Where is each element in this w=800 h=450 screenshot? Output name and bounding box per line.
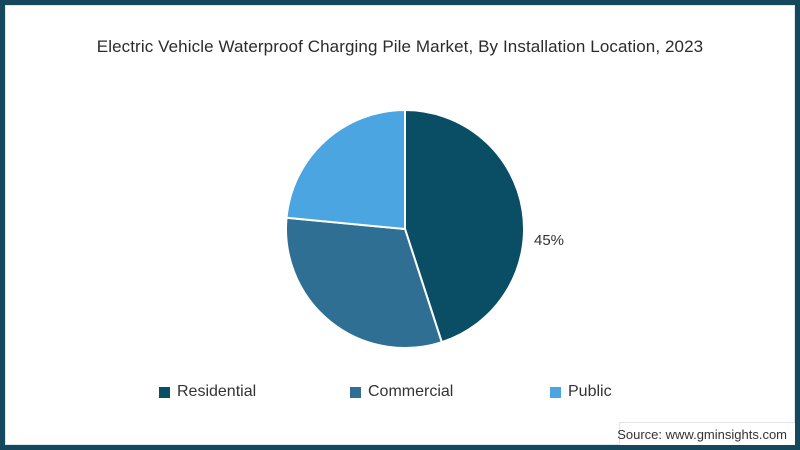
pie-chart <box>285 109 526 349</box>
legend-swatch-public-icon <box>550 386 561 398</box>
legend: Residential Commercial Public <box>5 382 795 402</box>
pie-slice-commercial <box>285 216 443 349</box>
legend-item-residential: Residential <box>159 382 256 402</box>
legend-label-commercial: Commercial <box>368 383 454 400</box>
chart-title: Electric Vehicle Waterproof Charging Pil… <box>96 37 704 56</box>
pie-slice-residential <box>404 109 526 344</box>
legend-label-public: Public <box>568 383 612 400</box>
source-box: Source: www.gminsights.com <box>617 422 795 445</box>
legend-swatch-residential-icon <box>159 386 170 398</box>
pie-slice-public <box>285 109 406 230</box>
legend-item-public: Public <box>550 382 612 402</box>
legend-label-residential: Residential <box>177 383 257 400</box>
legend-swatch-commercial-icon <box>350 386 361 398</box>
source-text: Source: www.gminsights.com <box>617 426 787 442</box>
legend-item-commercial: Commercial <box>350 382 453 402</box>
pie-data-label-residential: 45% <box>534 232 565 249</box>
